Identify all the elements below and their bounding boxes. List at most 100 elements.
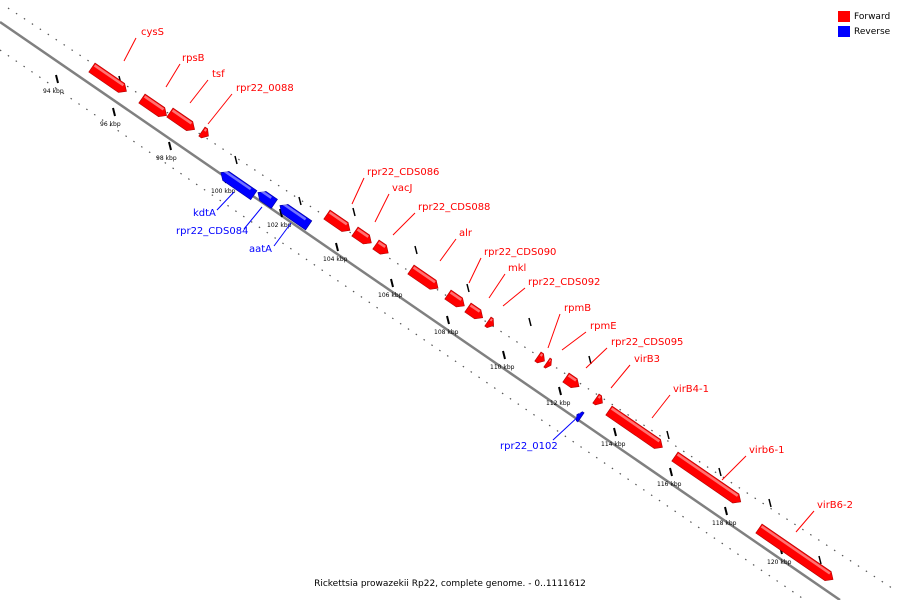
minor-tick-mark — [352, 207, 356, 217]
gene-leader-line — [439, 238, 457, 262]
gene-label[interactable]: cysS — [141, 27, 164, 38]
gene-arrow[interactable] — [407, 264, 441, 293]
gene-leader-line — [165, 63, 181, 88]
gene-arrow-shape — [444, 289, 465, 308]
gene-arrow[interactable] — [138, 93, 170, 120]
gene-arrow-highlight — [610, 407, 661, 443]
gene-arrow-shape — [407, 264, 439, 290]
gene-label[interactable]: rpr22_CDS092 — [528, 277, 600, 288]
gene-arrow[interactable] — [277, 201, 313, 231]
gene-leader-line — [273, 222, 292, 247]
gene-arrow-shape — [372, 239, 389, 255]
gene-label[interactable]: virB6-2 — [817, 500, 853, 511]
gene-label[interactable]: rpr22_0102 — [500, 441, 558, 452]
gene-arrow-shape — [543, 357, 552, 369]
gene-leader-line — [502, 287, 526, 307]
gene-arrow-highlight — [203, 128, 208, 132]
gene-arrow-highlight — [328, 211, 348, 226]
tick-mark — [502, 350, 506, 360]
gene-arrow-highlight — [489, 318, 493, 322]
gene-label[interactable]: alr — [459, 228, 473, 239]
gene-arrow[interactable] — [88, 62, 130, 96]
gene-arrow[interactable] — [605, 405, 666, 452]
legend-item-reverse: Reverse — [838, 24, 890, 39]
tick-label: 106 kbp — [378, 292, 403, 299]
gene-label[interactable]: mkl — [508, 263, 526, 274]
gene-label[interactable]: rpr22_CDS086 — [367, 167, 439, 178]
gene-label[interactable]: virB4-1 — [673, 384, 709, 395]
forward-swatch — [838, 11, 850, 22]
gene-label[interactable]: rpr22_CDS090 — [484, 247, 556, 258]
tick-mark — [446, 315, 450, 325]
gene-arrow[interactable] — [372, 239, 392, 258]
tick-label: 104 kbp — [323, 256, 348, 263]
gene-label[interactable]: aatA — [249, 244, 272, 255]
gene-label[interactable]: tsf — [212, 69, 225, 80]
gene-leader-line — [351, 177, 365, 205]
gene-leader-line — [651, 394, 671, 419]
gene-arrow-highlight — [760, 525, 831, 575]
gene-label[interactable]: kdtA — [193, 208, 216, 219]
gene-leader-line — [552, 413, 582, 441]
gene-arrow[interactable] — [444, 289, 468, 310]
gene-arrow[interactable] — [323, 209, 353, 235]
gene-label[interactable]: virb6-1 — [749, 445, 785, 456]
gene-arrow[interactable] — [755, 523, 836, 584]
gene-label[interactable]: rpr22_CDS088 — [418, 202, 490, 213]
gene-arrow[interactable] — [484, 316, 497, 330]
gene-arrow[interactable] — [464, 302, 486, 322]
gene-arrow[interactable] — [574, 410, 585, 423]
minor-tick-mark — [234, 155, 238, 165]
gene-arrow-shape — [88, 62, 127, 93]
gene-arrow[interactable] — [562, 372, 582, 391]
tick-label: 112 kbp — [546, 400, 571, 407]
gene-label[interactable]: rpr22_CDS084 — [176, 226, 248, 237]
genome-backbone — [0, 20, 841, 600]
gene-arrow-highlight — [356, 228, 369, 238]
minor-tick-mark — [298, 196, 302, 206]
gene-arrow-shape — [138, 93, 167, 117]
gene-leader-line — [585, 347, 608, 369]
tick-mark — [279, 208, 283, 218]
gene-leader-line — [216, 191, 235, 211]
tick-label: 120 kbp — [767, 559, 792, 566]
gene-label[interactable]: rpmE — [590, 321, 617, 332]
gene-arrow-shape — [562, 372, 580, 389]
gene-leader-line — [207, 93, 233, 125]
gene-arrow-shape — [464, 302, 484, 320]
minor-tick-mark — [528, 317, 532, 327]
tick-mark — [724, 506, 728, 516]
tick-label: 108 kbp — [434, 329, 459, 336]
gene-label[interactable]: rpr22_CDS095 — [611, 337, 683, 348]
tick-label: 116 kbp — [657, 481, 682, 488]
gene-label[interactable]: vacJ — [392, 183, 413, 194]
minor-tick-mark — [768, 498, 772, 508]
gene-arrow[interactable] — [534, 351, 548, 366]
gene-arrow[interactable] — [671, 451, 744, 506]
map-caption: Rickettsia prowazekii Rp22, complete gen… — [314, 579, 586, 589]
gene-arrow-highlight — [222, 169, 252, 191]
gene-layer: cysS rpsB tsf rpr22_0088 kdtA rpr22_CDS084aat… — [88, 27, 853, 584]
tick-mark — [55, 74, 59, 84]
gene-arrow[interactable] — [218, 168, 258, 201]
gene-arrow-highlight — [676, 453, 739, 497]
gene-arrow[interactable] — [198, 126, 212, 141]
gene-arrow[interactable] — [351, 226, 375, 247]
gene-arrow[interactable] — [166, 107, 198, 134]
legend-label-forward: Forward — [854, 11, 891, 22]
tick-label: 114 kbp — [601, 441, 626, 448]
gene-arrow[interactable] — [543, 357, 554, 370]
gene-arrow-shape — [323, 209, 351, 232]
gene-arrow[interactable] — [255, 188, 278, 209]
gene-label[interactable]: rpsB — [182, 53, 205, 64]
gene-label[interactable]: rpr22_0088 — [236, 83, 294, 94]
tick-mark — [112, 107, 116, 117]
gene-arrow-shape — [671, 451, 742, 504]
gene-leader-line — [561, 331, 587, 351]
gene-arrow-shape — [198, 126, 209, 139]
gene-label[interactable]: rpmB — [564, 303, 591, 314]
gene-arrow-highlight — [377, 241, 386, 248]
gene-arrow[interactable] — [592, 393, 606, 408]
gene-arrow-highlight — [548, 359, 552, 363]
gene-label[interactable]: virB3 — [634, 354, 660, 365]
